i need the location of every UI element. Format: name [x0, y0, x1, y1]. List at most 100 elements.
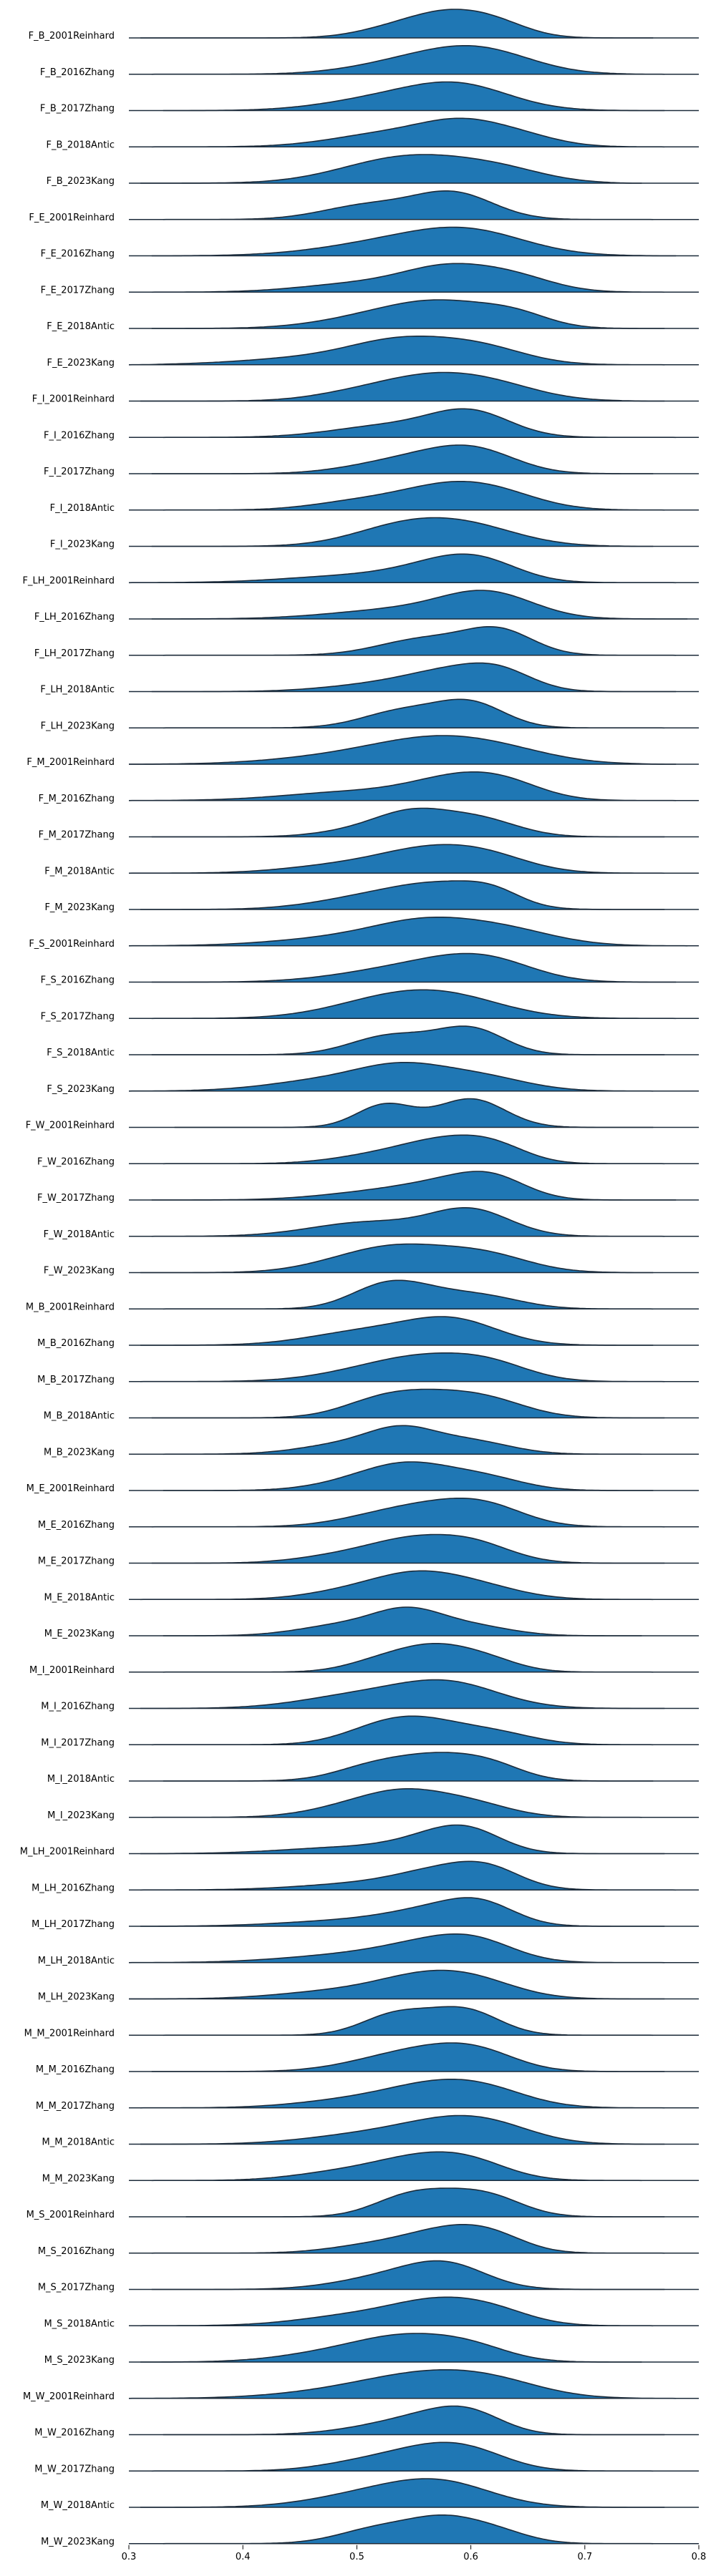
- ridge-area: [129, 1970, 665, 1999]
- ridge-area: [163, 2006, 654, 2036]
- ridge-outline: [151, 1207, 665, 1237]
- ridge: F_B_2023Kang: [47, 154, 699, 187]
- ridge: M_LH_2023Kang: [38, 1969, 699, 2003]
- ridge-area: [140, 2333, 642, 2362]
- ridge-area: [129, 1933, 665, 1963]
- ridge-label: F_W_2018Antic: [44, 1229, 115, 1240]
- ridge-label: F_M_2016Zhang: [39, 794, 115, 804]
- ridge: M_M_2017Zhang: [36, 2079, 699, 2112]
- ridge-area: [129, 917, 688, 946]
- ridge: M_M_2016Zhang: [36, 2042, 699, 2075]
- ridge-area: [151, 45, 665, 74]
- ridge-label: M_S_2017Zhang: [38, 2283, 115, 2293]
- ridge: F_E_2017Zhang: [41, 263, 699, 296]
- ridge-area: [129, 336, 665, 365]
- ridge: F_I_2018Antic: [50, 481, 699, 514]
- ridge: M_LH_2001Reinhard: [20, 1824, 699, 1858]
- ridge-area: [129, 844, 665, 874]
- ridge-area: [151, 2224, 665, 2253]
- ridge: M_I_2016Zhang: [41, 1679, 699, 1712]
- ridge: M_S_2023Kang: [44, 2333, 699, 2366]
- ridge: F_I_2001Reinhard: [32, 371, 699, 405]
- ridge-area: [163, 190, 654, 220]
- ridge: M_E_2017Zhang: [38, 1533, 699, 1567]
- x-tick-label: 0.6: [463, 2552, 478, 2562]
- ridge: F_LH_2017Zhang: [34, 626, 699, 659]
- ridge-area: [151, 2442, 654, 2472]
- ridge-area: [151, 1498, 665, 1527]
- ridge-label: M_S_2023Kang: [44, 2355, 115, 2366]
- ridge: F_E_2018Antic: [47, 299, 699, 332]
- ridge-area: [151, 300, 665, 328]
- ridge: M_M_2023Kang: [42, 2151, 699, 2184]
- ridge: M_B_2001Reinhard: [26, 1279, 699, 1312]
- ridge-outline: [128, 553, 677, 584]
- x-tick-label: 0.7: [577, 2552, 592, 2562]
- ridge: M_B_2023Kang: [44, 1425, 699, 1458]
- ridge-label: F_LH_2001Reinhard: [23, 575, 115, 586]
- ridge: F_W_2018Antic: [44, 1207, 699, 1240]
- ridge-label: F_M_2018Antic: [44, 866, 115, 877]
- ridge-label: F_W_2001Reinhard: [26, 1121, 115, 1131]
- ridge-label: M_I_2023Kang: [47, 1810, 115, 1821]
- ridge-label: M_LH_2016Zhang: [32, 1883, 115, 1893]
- ridge: M_W_2017Zhang: [34, 2441, 699, 2474]
- ridge: M_LH_2018Antic: [38, 1933, 699, 1966]
- ridge-area: [140, 1571, 654, 1600]
- ridge: F_W_2016Zhang: [37, 1134, 699, 1167]
- ridge-label: M_W_2001Reinhard: [23, 2391, 115, 2402]
- ridge-label: F_E_2001Reinhard: [29, 213, 115, 223]
- ridge: M_I_2023Kang: [47, 1788, 699, 1821]
- ridge: M_B_2016Zhang: [37, 1316, 699, 1349]
- ridge-label: M_E_2017Zhang: [38, 1556, 115, 1567]
- ridge-area: [151, 953, 677, 982]
- ridge-label: M_I_2016Zhang: [41, 1702, 115, 1712]
- ridge: F_M_2001Reinhard: [26, 735, 699, 768]
- ridge-outline: [128, 844, 665, 874]
- ridge: F_W_2017Zhang: [37, 1171, 699, 1204]
- ridge-label: M_M_2017Zhang: [36, 2101, 115, 2112]
- ridge-label: M_E_2023Kang: [44, 1629, 115, 1639]
- ridge-label: M_B_2001Reinhard: [26, 1302, 115, 1312]
- ridge: F_LH_2023Kang: [41, 698, 699, 731]
- ridge-area: [163, 481, 665, 510]
- ridge-area: [129, 771, 677, 801]
- ridge: F_LH_2016Zhang: [34, 590, 699, 623]
- ridge-area: [140, 2115, 665, 2145]
- ridges-group: F_B_2001Reinhard F_B_2016Zhang F_B_2017Zha…: [20, 9, 699, 2547]
- ridge: F_M_2023Kang: [44, 880, 699, 913]
- ridge-area: [151, 445, 654, 474]
- ridge-label: F_LH_2018Antic: [40, 685, 115, 696]
- ridge-area: [140, 1825, 665, 1854]
- ridge-area: [140, 1861, 677, 1890]
- ridge: M_S_2016Zhang: [38, 2224, 699, 2257]
- ridge-area: [151, 1171, 677, 1200]
- ridge-label: F_E_2016Zhang: [41, 249, 115, 260]
- ridge: M_W_2018Antic: [41, 2478, 699, 2511]
- ridge: M_I_2018Antic: [47, 1752, 699, 1785]
- ridge: F_S_2018Antic: [47, 1025, 699, 1058]
- ridge-outline: [128, 1062, 654, 1092]
- ridge-label: F_M_2023Kang: [44, 902, 115, 913]
- ridge-label: M_M_2001Reinhard: [24, 2028, 115, 2039]
- ridge: M_S_2018Antic: [44, 2296, 699, 2329]
- ridge: F_LH_2001Reinhard: [23, 553, 699, 586]
- ridge-area: [140, 2297, 654, 2326]
- ridge: M_B_2018Antic: [44, 1388, 699, 1422]
- ridge-label: M_E_2018Antic: [44, 1592, 115, 1603]
- ridge-area: [151, 118, 665, 147]
- ridge: M_W_2001Reinhard: [23, 2369, 699, 2402]
- ridge-area: [140, 1898, 665, 1926]
- ridge: M_E_2023Kang: [44, 1606, 699, 1639]
- ridge-area: [163, 1607, 642, 1636]
- ridge: F_M_2017Zhang: [39, 807, 699, 841]
- ridge-area: [163, 1425, 642, 1455]
- ridge-area: [151, 663, 677, 692]
- ridge-area: [151, 227, 677, 256]
- ridge-area: [151, 1534, 665, 1563]
- ridge-label: F_E_2017Zhang: [41, 285, 115, 296]
- ridge-label: M_W_2018Antic: [41, 2500, 115, 2511]
- ridge-outline: [151, 590, 688, 620]
- ridge-area: [151, 990, 677, 1019]
